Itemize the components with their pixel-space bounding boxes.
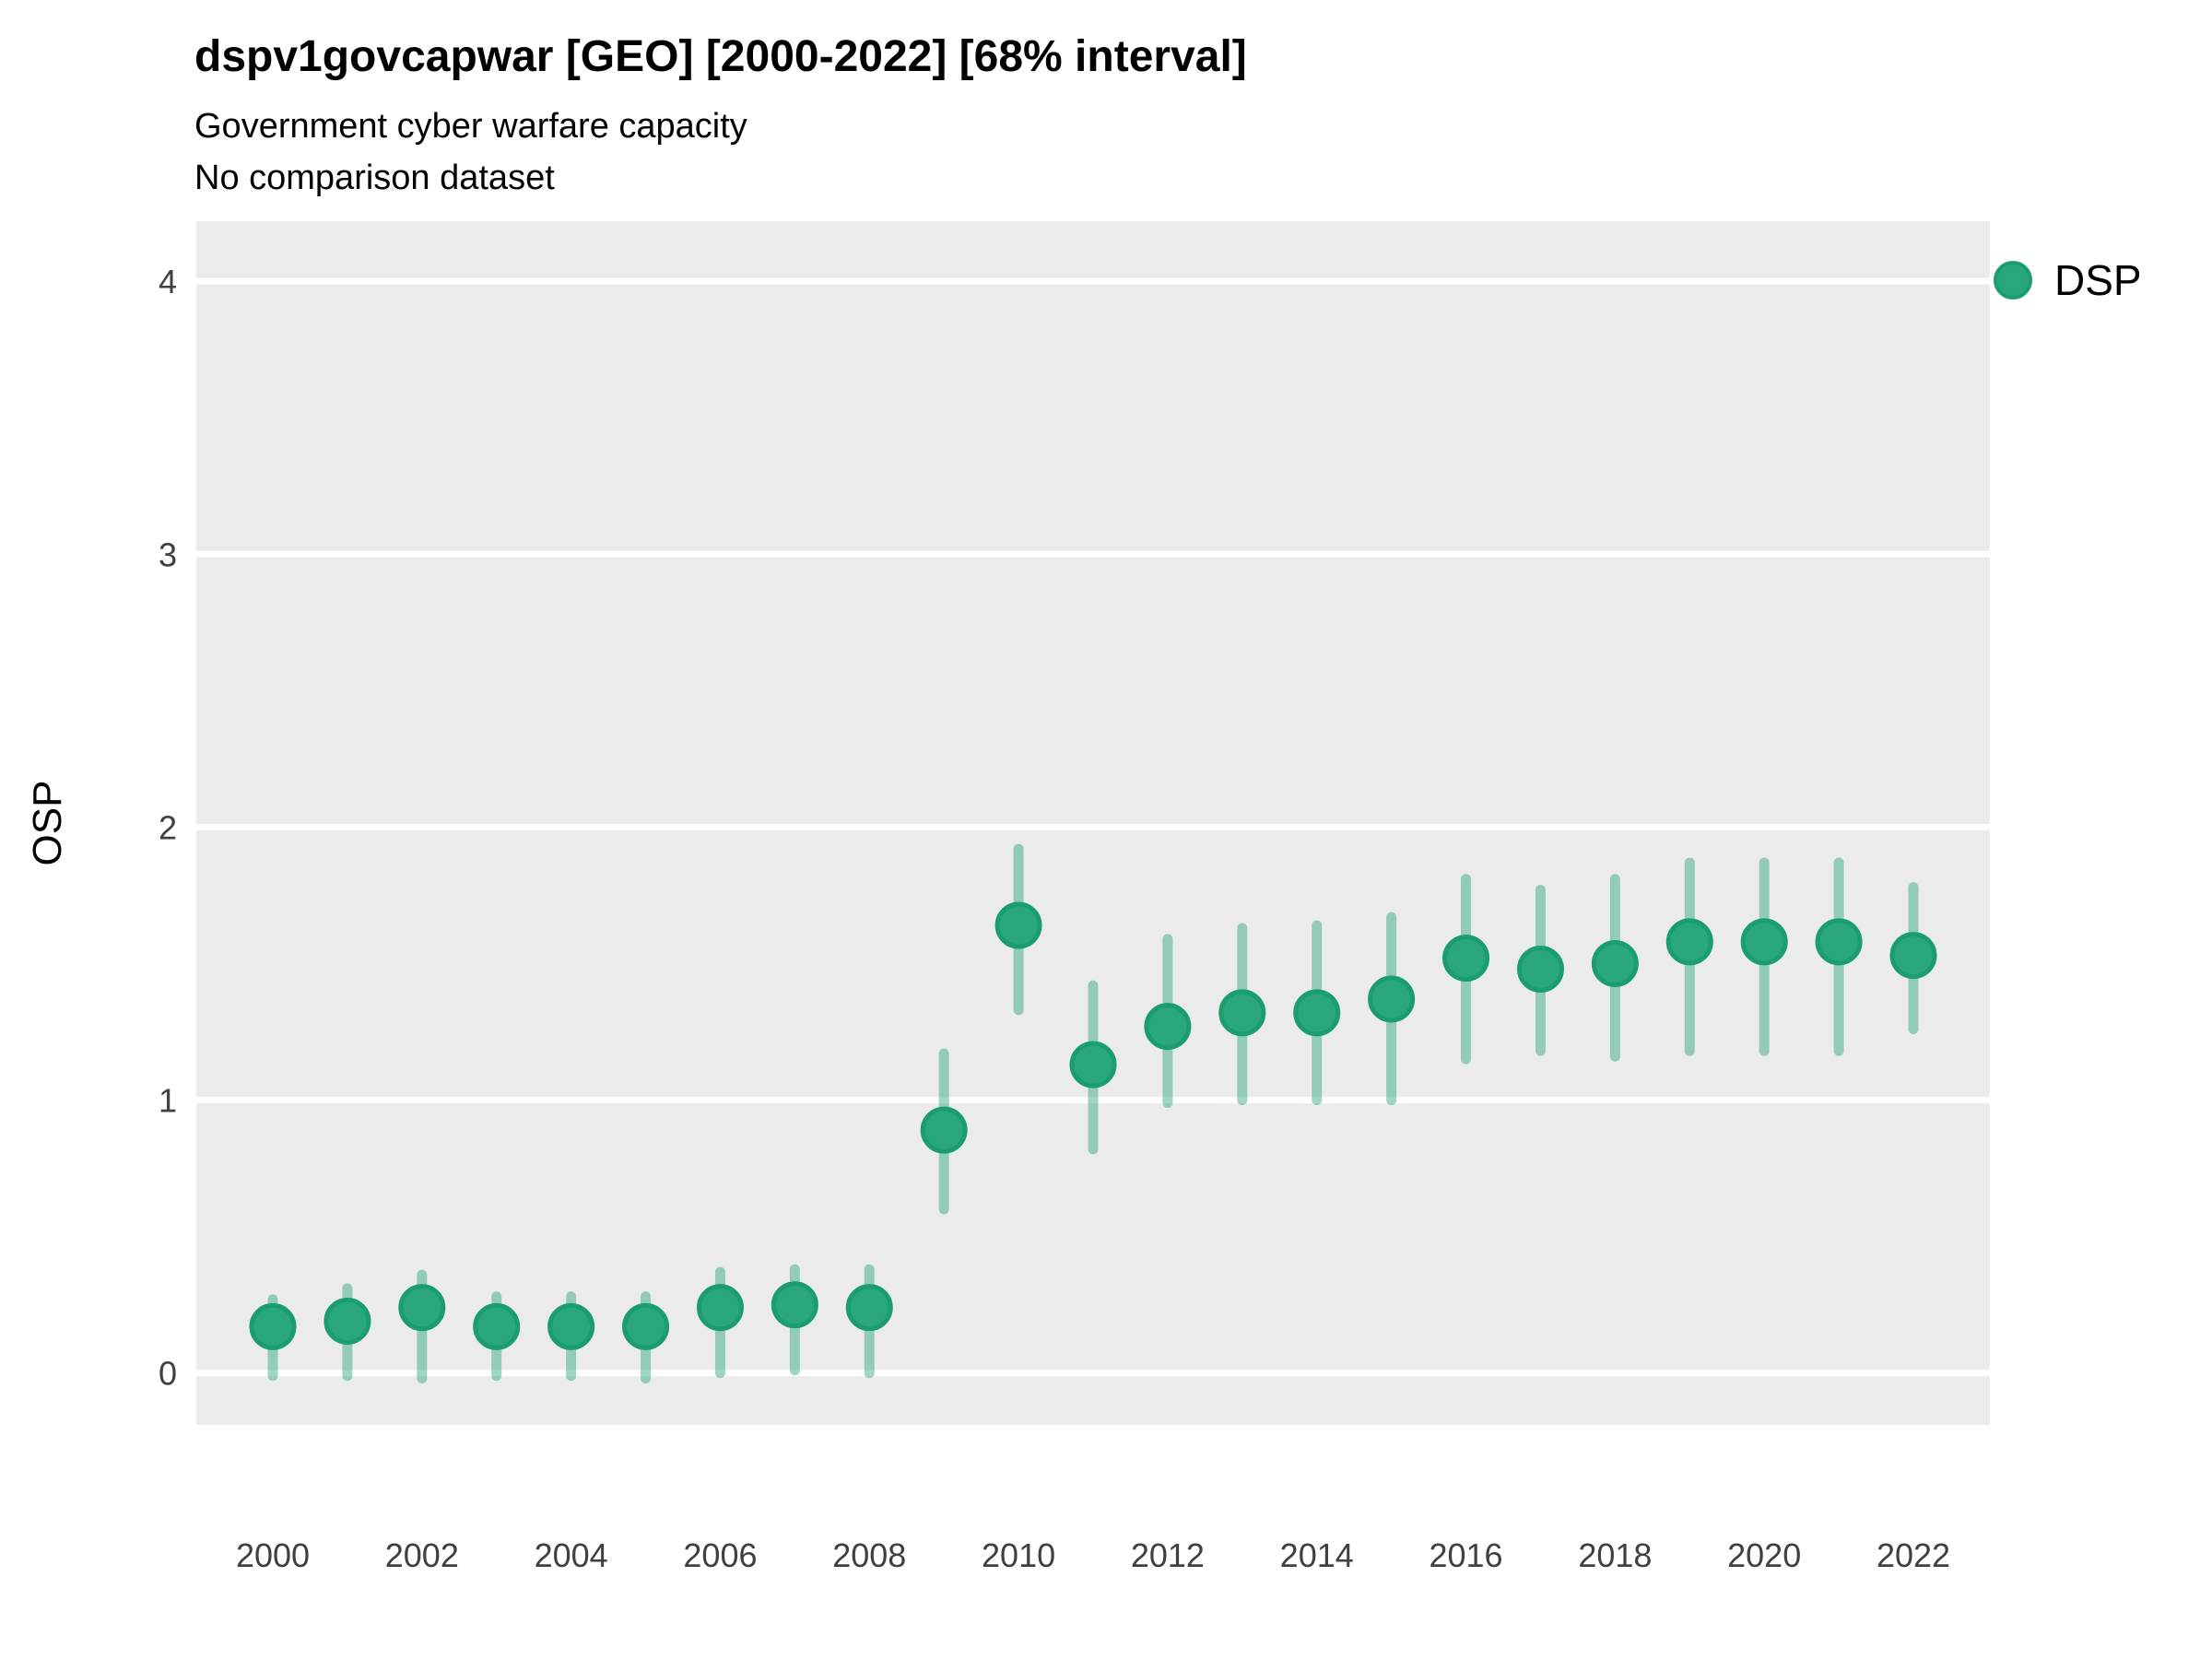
x-tick-label-2000: 2000 <box>236 1536 310 1574</box>
x-tick-label-2016: 2016 <box>1429 1536 1502 1574</box>
x-tick-label-2012: 2012 <box>1131 1536 1205 1574</box>
data-point-2001 <box>324 1297 371 1345</box>
x-tick-label-2008: 2008 <box>832 1536 906 1574</box>
x-tick-label-2018: 2018 <box>1578 1536 1652 1574</box>
data-point-2019 <box>1665 918 1713 966</box>
data-point-2003 <box>473 1302 521 1350</box>
data-point-2014 <box>1293 989 1341 1037</box>
x-tick-label-2022: 2022 <box>1877 1536 1950 1574</box>
data-point-2002 <box>398 1284 446 1332</box>
y-tick-label-3: 3 <box>159 535 177 573</box>
data-point-2012 <box>1144 1003 1192 1051</box>
data-point-2020 <box>1740 918 1788 966</box>
y-tick-label-4: 4 <box>159 263 177 300</box>
data-point-2015 <box>1368 975 1416 1023</box>
data-point-2006 <box>696 1284 744 1332</box>
data-point-2010 <box>994 901 1042 949</box>
data-point-2016 <box>1442 935 1490 982</box>
legend-label-dsp: DSP <box>2054 256 2142 304</box>
data-point-2013 <box>1218 989 1266 1037</box>
x-tick-label-2002: 2002 <box>385 1536 459 1574</box>
data-point-2000 <box>249 1302 297 1350</box>
y-tick-label-0: 0 <box>159 1355 177 1393</box>
data-point-2008 <box>845 1284 893 1332</box>
data-point-2018 <box>1591 940 1639 988</box>
x-tick-label-2014: 2014 <box>1280 1536 1354 1574</box>
data-point-2004 <box>547 1302 595 1350</box>
x-tick-label-2006: 2006 <box>683 1536 757 1574</box>
legend-marker-dsp <box>1994 261 2032 300</box>
data-point-2022 <box>1889 932 1937 980</box>
data-point-2021 <box>1815 918 1863 966</box>
x-tick-label-2020: 2020 <box>1727 1536 1801 1574</box>
x-tick-label-2004: 2004 <box>535 1536 608 1574</box>
y-tick-label-2: 2 <box>159 808 177 846</box>
data-point-2011 <box>1069 1041 1117 1088</box>
data-point-2005 <box>622 1302 670 1350</box>
y-tick-label-1: 1 <box>159 1082 177 1120</box>
data-point-2017 <box>1516 945 1564 993</box>
chart-title: dspv1govcapwar [GEO] [2000-2022] [68% in… <box>194 32 1247 81</box>
data-point-2007 <box>771 1281 818 1329</box>
data-point-2009 <box>920 1106 968 1154</box>
legend: DSP <box>1994 255 2142 305</box>
chart-note: No comparison dataset <box>194 159 555 197</box>
plot-panel <box>196 221 1990 1425</box>
x-tick-label-2010: 2010 <box>982 1536 1055 1574</box>
chart-subtitle: Government cyber warfare capacity <box>194 107 747 146</box>
